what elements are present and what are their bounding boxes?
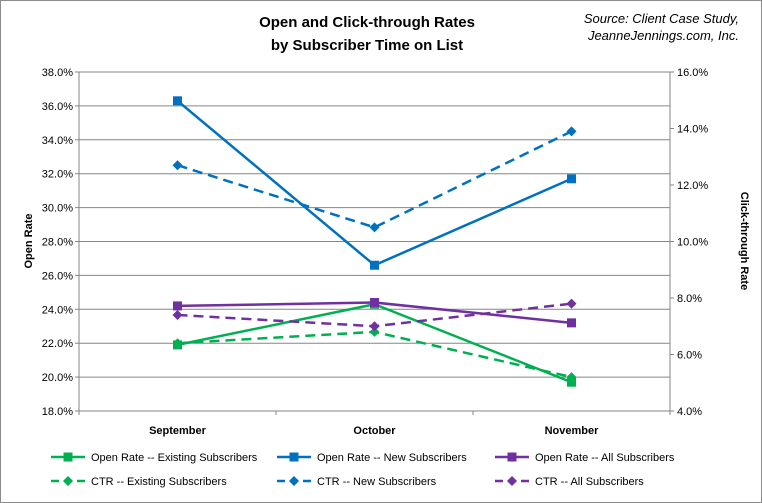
source-line-1: Source: Client Case Study, xyxy=(584,11,739,26)
legend-label: CTR -- Existing Subscribers xyxy=(91,476,227,488)
category-axis-ticks: September October November xyxy=(78,411,671,437)
legend-marker xyxy=(507,452,517,462)
data-point-marker xyxy=(566,372,577,383)
left-tick-label: 28.0% xyxy=(42,237,73,249)
left-tick-label: 24.0% xyxy=(42,304,73,316)
data-point-marker xyxy=(370,260,379,270)
right-axis-title: Click-through Rate xyxy=(738,192,750,290)
source-line-2: JeanneJennings.com, Inc. xyxy=(587,28,739,43)
series-3 xyxy=(172,326,577,383)
right-tick-label: 16.0% xyxy=(677,67,708,79)
legend-label: Open Rate -- New Subscribers xyxy=(317,452,467,464)
legend-entry: CTR -- All Subscribers xyxy=(495,476,644,488)
chart-title-line-2: by Subscriber Time on List xyxy=(271,37,463,54)
legend-entry: Open Rate -- All Subscribers xyxy=(495,452,675,464)
legend: Open Rate -- Existing Subscribers Open Ra… xyxy=(51,452,675,488)
legend-label: Open Rate -- All Subscribers xyxy=(535,452,675,464)
left-tick-label: 36.0% xyxy=(42,101,73,113)
category-label: September xyxy=(149,425,207,437)
legend-entry: Open Rate -- Existing Subscribers xyxy=(51,452,258,464)
legend-entry: CTR -- Existing Subscribers xyxy=(51,476,227,488)
data-point-marker xyxy=(566,298,577,309)
right-tick-label: 14.0% xyxy=(677,124,708,136)
series-line xyxy=(177,330,572,379)
right-tick-label: 12.0% xyxy=(677,180,708,192)
legend-label: CTR -- All Subscribers xyxy=(535,476,644,488)
series-4 xyxy=(172,126,577,233)
data-point-marker xyxy=(369,222,380,233)
left-tick-label: 18.0% xyxy=(42,406,73,418)
series-2 xyxy=(173,298,576,328)
data-point-marker xyxy=(172,160,183,171)
data-point-marker xyxy=(370,298,379,308)
left-tick-label: 22.0% xyxy=(42,338,73,350)
series-5 xyxy=(172,298,577,332)
left-tick-label: 32.0% xyxy=(42,169,73,181)
data-point-marker xyxy=(173,301,182,311)
data-point-marker xyxy=(173,96,182,106)
data-point-marker xyxy=(567,318,576,328)
legend-entry: Open Rate -- New Subscribers xyxy=(277,452,467,464)
data-point-marker xyxy=(567,174,576,184)
legend-entry: CTR -- New Subscribers xyxy=(277,476,437,488)
left-axis-ticks: 18.0% 20.0% 22.0% 24.0% 26.0% 28.0% 30.0% 32.0%… xyxy=(42,67,79,418)
right-axis-ticks: 4.0% 6.0% 8.0% 10.0% 12.0% 14.0% 16.0% xyxy=(670,67,708,418)
data-point-marker xyxy=(369,326,380,337)
series-1 xyxy=(173,96,576,270)
data-point-marker xyxy=(567,377,576,387)
right-tick-label: 4.0% xyxy=(677,406,702,418)
right-tick-label: 8.0% xyxy=(677,293,702,305)
left-axis-title: Open Rate xyxy=(23,213,35,268)
series-line xyxy=(177,130,573,229)
legend-marker xyxy=(63,476,73,486)
right-tick-label: 10.0% xyxy=(677,237,708,249)
category-label: November xyxy=(545,425,600,437)
data-point-marker xyxy=(172,338,183,349)
left-tick-label: 38.0% xyxy=(42,67,73,79)
left-tick-label: 34.0% xyxy=(42,135,73,147)
data-point-marker xyxy=(566,126,577,137)
data-point-marker xyxy=(172,309,183,320)
left-tick-label: 30.0% xyxy=(42,203,73,215)
right-tick-label: 6.0% xyxy=(677,350,702,362)
series-line xyxy=(176,99,573,267)
legend-marker xyxy=(289,452,299,462)
left-tick-label: 20.0% xyxy=(42,372,73,384)
chart-title-line-1: Open and Click-through Rates xyxy=(259,14,475,31)
legend-marker xyxy=(63,452,73,462)
legend-label: CTR -- New Subscribers xyxy=(317,476,437,488)
legend-marker xyxy=(289,476,299,486)
category-label: October xyxy=(353,425,396,437)
data-point-marker xyxy=(369,321,380,332)
legend-marker xyxy=(507,476,517,486)
series-layer xyxy=(172,96,577,387)
legend-label: Open Rate -- Existing Subscribers xyxy=(91,452,258,464)
left-tick-label: 26.0% xyxy=(42,270,73,282)
